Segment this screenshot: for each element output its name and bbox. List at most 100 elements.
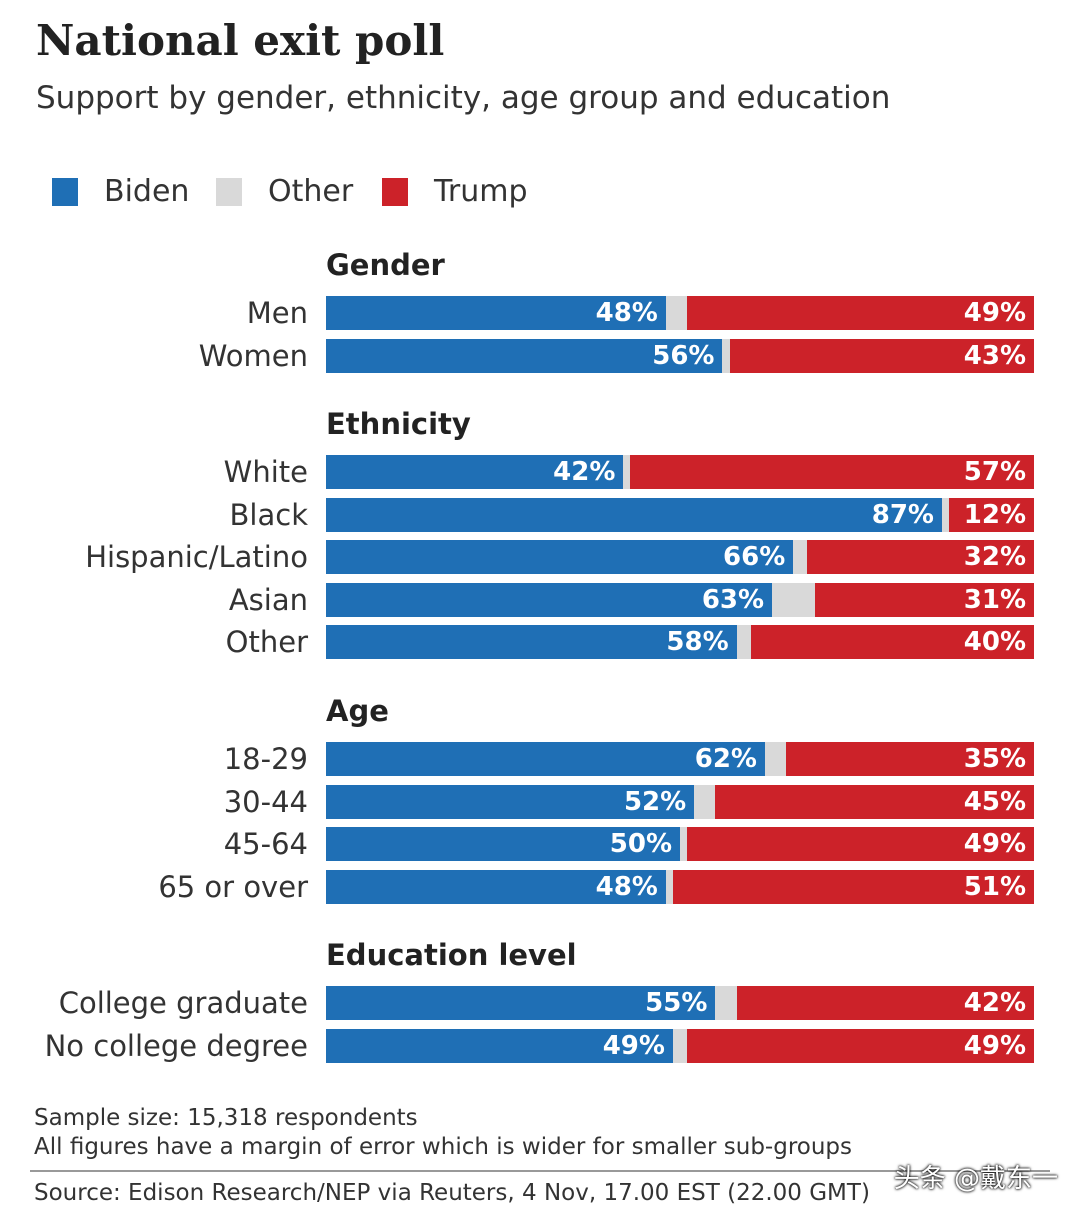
row-label-ethnicity-other: Other	[225, 625, 308, 659]
bar-biden-ethnicity-asian	[326, 583, 773, 617]
value-label-biden-education-level-college-graduate: 55%	[645, 988, 708, 1018]
legend-label-biden: Biden	[104, 174, 190, 209]
legend-swatch-trump	[382, 178, 408, 206]
value-label-trump-education-level-no-college-degree: 49%	[963, 1031, 1026, 1061]
bar-trump-education-level-college-graduate	[736, 986, 1034, 1020]
bar-other-gender-men	[665, 296, 688, 330]
value-label-biden-age-30-44: 52%	[623, 787, 687, 817]
value-label-trump-age-18-29: 35%	[963, 744, 1026, 774]
value-label-biden-age-45-64: 50%	[609, 829, 672, 859]
notes: Sample size: 15,318 respondents All figu…	[34, 1104, 852, 1162]
value-label-trump-ethnicity-black: 12%	[963, 500, 1026, 530]
value-label-biden-gender-men: 48%	[595, 298, 658, 328]
chart-subtitle: Support by gender, ethnicity, age group …	[36, 80, 891, 116]
bar-other-education-level-college-graduate	[715, 986, 737, 1020]
row-label-education-level-college-graduate: College graduate	[58, 986, 308, 1020]
section-heading-age: Age	[326, 694, 389, 728]
value-label-trump-gender-women: 43%	[963, 341, 1026, 371]
legend-label-other: Other	[268, 174, 354, 209]
value-label-biden-ethnicity-hispanic-latino: 66%	[723, 542, 786, 572]
value-label-trump-age-30-44: 45%	[963, 787, 1026, 817]
row-label-age-45-64: 45-64	[223, 827, 308, 861]
value-label-biden-age-65-or-over: 48%	[595, 872, 658, 902]
value-label-trump-ethnicity-hispanic-latino: 32%	[963, 542, 1026, 572]
bar-row-ethnicity-asian: Asian 63% 31%	[0, 583, 1080, 617]
row-label-gender-men: Men	[246, 296, 308, 330]
section-heading-ethnicity: Ethnicity	[326, 407, 471, 441]
value-label-trump-ethnicity-other: 40%	[963, 627, 1026, 657]
bar-trump-education-level-no-college-degree	[687, 1029, 1034, 1063]
bar-row-ethnicity-other: Other 58% 40%	[0, 625, 1080, 659]
bar-biden-education-level-college-graduate	[326, 986, 716, 1020]
bar-row-age-65-or-over: 65 or over 48% 51%	[0, 870, 1080, 904]
value-label-biden-education-level-no-college-degree: 49%	[602, 1031, 665, 1061]
row-label-ethnicity-hispanic-latino: Hispanic/Latino	[85, 540, 308, 574]
watermark: 头条 @戴东一	[893, 1164, 1058, 1194]
value-label-biden-ethnicity-black: 87%	[871, 500, 934, 530]
stacked-bar-chart: Gender Men 48% 49% Women 56% 43% Ethnicity White…	[0, 248, 1080, 1063]
row-label-education-level-no-college-degree: No college degree	[44, 1029, 308, 1063]
bar-row-education-level-no-college-degree: No college degree 49% 49%	[0, 1029, 1080, 1063]
margin-of-error-note: All figures have a margin of error which…	[34, 1134, 853, 1160]
row-label-gender-women: Women	[198, 339, 308, 373]
bar-biden-age-30-44	[326, 785, 695, 819]
section-heading-education-level: Education level	[326, 938, 577, 972]
bar-row-education-level-college-graduate: College graduate 55% 42%	[0, 986, 1080, 1020]
bar-trump-ethnicity-white	[630, 455, 1034, 489]
footer-divider	[30, 1170, 1050, 1172]
bar-other-gender-women	[722, 339, 730, 373]
bar-row-ethnicity-white: White 42% 57%	[0, 455, 1080, 489]
bar-other-ethnicity-black	[941, 498, 950, 532]
bar-row-age-30-44: 30-44 52% 45%	[0, 785, 1080, 819]
bar-trump-ethnicity-asian	[814, 583, 1034, 617]
bar-biden-ethnicity-black	[326, 498, 942, 532]
bar-biden-ethnicity-hispanic-latino	[326, 540, 794, 574]
legend-label-trump: Trump	[434, 174, 528, 209]
bar-biden-gender-women	[326, 339, 723, 373]
bar-biden-education-level-no-college-degree	[326, 1029, 673, 1063]
bar-trump-gender-women	[729, 339, 1034, 373]
bar-trump-age-45-64	[687, 827, 1034, 861]
bar-row-age-18-29: 18-29 62% 35%	[0, 742, 1080, 776]
value-label-biden-age-18-29: 62%	[694, 744, 757, 774]
value-label-trump-age-65-or-over: 51%	[963, 872, 1026, 902]
value-label-biden-ethnicity-white: 42%	[553, 457, 616, 487]
value-label-trump-education-level-college-graduate: 42%	[963, 988, 1026, 1018]
value-label-trump-ethnicity-white: 57%	[963, 457, 1026, 487]
bar-row-gender-men: Men 48% 49%	[0, 296, 1080, 330]
sample-size-note: Sample size: 15,318 respondents	[34, 1105, 418, 1131]
value-label-biden-ethnicity-asian: 63%	[701, 585, 765, 615]
bar-biden-ethnicity-other	[326, 625, 737, 659]
bar-row-ethnicity-black: Black 87% 12%	[0, 498, 1080, 532]
bar-biden-age-45-64	[326, 827, 680, 861]
section-heading-gender: Gender	[326, 248, 445, 282]
row-label-ethnicity-asian: Asian	[228, 583, 308, 617]
bar-trump-age-18-29	[786, 742, 1034, 776]
bar-other-ethnicity-other	[736, 625, 751, 659]
bar-other-age-45-64	[680, 827, 688, 861]
source-note: Source: Edison Research/NEP via Reuters,…	[34, 1180, 870, 1206]
value-label-trump-ethnicity-asian: 31%	[963, 585, 1026, 615]
bar-row-age-45-64: 45-64 50% 49%	[0, 827, 1080, 861]
bar-biden-age-65-or-over	[326, 870, 666, 904]
row-label-ethnicity-white: White	[223, 455, 308, 489]
row-label-age-18-29: 18-29	[223, 742, 308, 776]
bar-biden-gender-men	[326, 296, 666, 330]
row-label-age-30-44: 30-44	[223, 785, 308, 819]
value-label-trump-age-45-64: 49%	[963, 829, 1026, 859]
bar-other-ethnicity-hispanic-latino	[793, 540, 808, 574]
bar-trump-ethnicity-hispanic-latino	[807, 540, 1034, 574]
legend-swatch-biden	[52, 178, 78, 206]
bar-other-age-30-44	[694, 785, 716, 819]
bar-biden-ethnicity-white	[326, 455, 624, 489]
bar-row-ethnicity-hispanic-latino: Hispanic/Latino 66% 32%	[0, 540, 1080, 574]
value-label-trump-gender-men: 49%	[963, 298, 1026, 328]
row-label-age-65-or-over: 65 or over	[158, 870, 308, 904]
bar-row-gender-women: Women 56% 43%	[0, 339, 1080, 373]
value-label-biden-ethnicity-other: 58%	[666, 627, 729, 657]
row-label-ethnicity-black: Black	[229, 498, 308, 532]
chart-title: National exit poll	[36, 16, 445, 65]
bar-trump-gender-men	[687, 296, 1034, 330]
bar-biden-age-18-29	[326, 742, 765, 776]
bar-other-ethnicity-asian	[772, 583, 815, 617]
